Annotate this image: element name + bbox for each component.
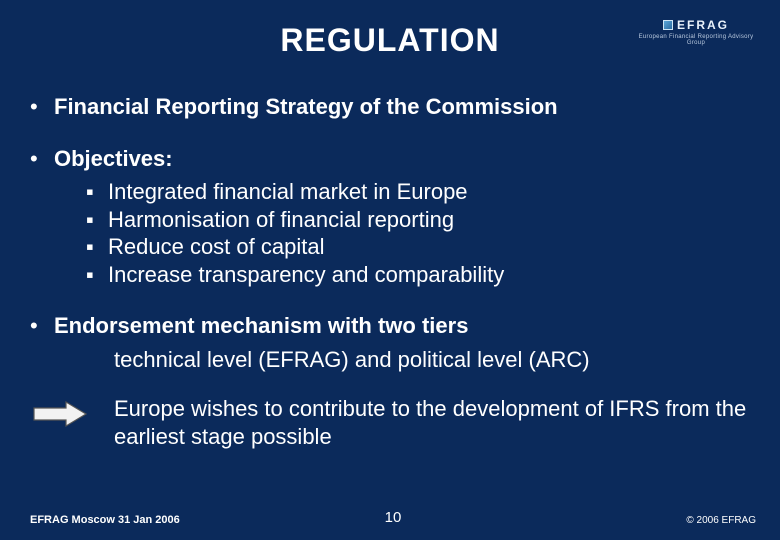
bullet-subline: technical level (EFRAG) and political le… bbox=[114, 346, 750, 374]
square-bullet-icon: ▪ bbox=[86, 206, 108, 234]
logo-mark: EFRAG bbox=[636, 18, 756, 32]
arrow-row: Europe wishes to contribute to the devel… bbox=[30, 395, 750, 450]
sub-bullet-text: Integrated financial market in Europe bbox=[108, 178, 468, 206]
bullet-dot-icon: • bbox=[30, 93, 54, 121]
bullet-text: Objectives: bbox=[54, 145, 173, 173]
bullet-block-1: • Financial Reporting Strategy of the Co… bbox=[30, 93, 750, 121]
bullet-item: • Financial Reporting Strategy of the Co… bbox=[30, 93, 750, 121]
slide: EFRAG European Financial Reporting Advis… bbox=[0, 0, 780, 540]
footer-page-number: 10 bbox=[385, 509, 402, 526]
bullet-item: • Endorsement mechanism with two tiers bbox=[30, 312, 750, 340]
sub-bullet-list: ▪ Integrated financial market in Europe … bbox=[86, 178, 750, 288]
footer-left: EFRAG Moscow 31 Jan 2006 bbox=[30, 514, 180, 526]
slide-content: • Financial Reporting Strategy of the Co… bbox=[30, 93, 750, 450]
sub-bullet-item: ▪ Reduce cost of capital bbox=[86, 233, 750, 261]
square-bullet-icon: ▪ bbox=[86, 233, 108, 261]
bullet-text: Financial Reporting Strategy of the Comm… bbox=[54, 93, 558, 121]
sub-bullet-item: ▪ Increase transparency and comparabilit… bbox=[86, 261, 750, 289]
sub-bullet-text: Harmonisation of financial reporting bbox=[108, 206, 454, 234]
footer-copyright: © 2006 EFRAG bbox=[686, 515, 756, 526]
bullet-dot-icon: • bbox=[30, 312, 54, 340]
bullet-item: • Objectives: bbox=[30, 145, 750, 173]
bullet-dot-icon: • bbox=[30, 145, 54, 173]
square-bullet-icon: ▪ bbox=[86, 178, 108, 206]
footer: EFRAG Moscow 31 Jan 2006 10 © 2006 EFRAG bbox=[30, 514, 756, 526]
logo: EFRAG European Financial Reporting Advis… bbox=[636, 18, 756, 46]
square-bullet-icon: ▪ bbox=[86, 261, 108, 289]
arrow-text: Europe wishes to contribute to the devel… bbox=[114, 395, 750, 450]
bullet-block-3: • Endorsement mechanism with two tiers t… bbox=[30, 312, 750, 450]
logo-square-icon bbox=[663, 20, 673, 30]
sub-bullet-item: ▪ Integrated financial market in Europe bbox=[86, 178, 750, 206]
logo-text: EFRAG bbox=[677, 18, 729, 32]
sub-bullet-item: ▪ Harmonisation of financial reporting bbox=[86, 206, 750, 234]
sub-bullet-text: Reduce cost of capital bbox=[108, 233, 324, 261]
logo-subtitle: European Financial Reporting Advisory Gr… bbox=[636, 34, 756, 46]
sub-bullet-text: Increase transparency and comparability bbox=[108, 261, 504, 289]
bullet-text: Endorsement mechanism with two tiers bbox=[54, 312, 468, 340]
bullet-block-2: • Objectives: ▪ Integrated financial mar… bbox=[30, 145, 750, 289]
arrow-icon bbox=[32, 399, 90, 429]
